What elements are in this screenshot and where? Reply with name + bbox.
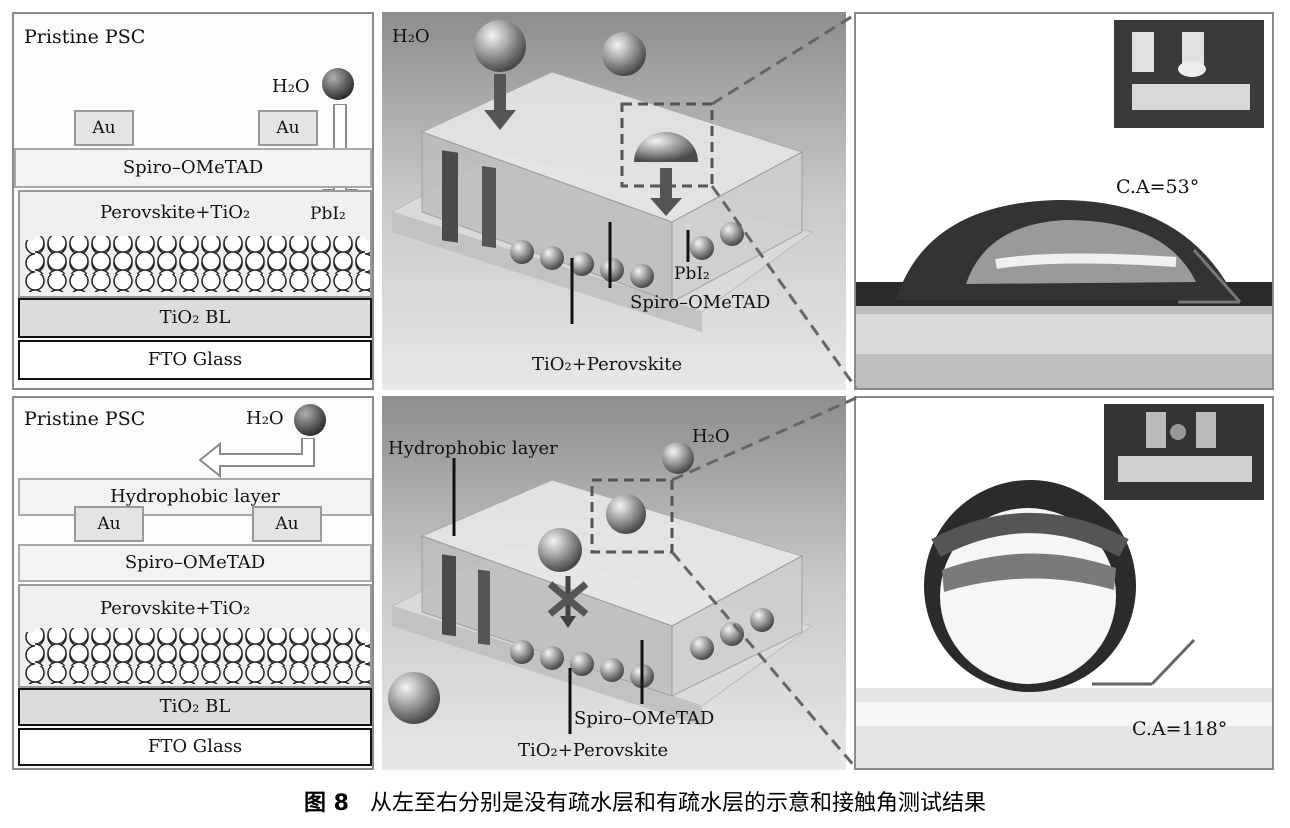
bottom-render-spiro-label: Spiro–OMeTAD [574,708,715,729]
top-fto-layer: FTO Glass [18,340,372,380]
top-pbi2-label: PbI₂ [310,204,346,224]
bottom-render-water-drop-blocked [538,528,582,572]
top-contact-angle-photo: C.A=53° [854,12,1274,390]
bottom-droplet-image [856,404,1272,768]
bottom-device-render [382,396,846,770]
top-tio2-nanoparticles [24,236,370,292]
top-render-down-arrow-2 [650,168,682,216]
top-render-tio2-perovskite-label: TiO₂+Perovskite [532,354,683,375]
top-device-render [382,12,846,390]
top-zoom-box [620,102,714,188]
top-contact-angle-label: C.A=53° [1116,176,1200,198]
bottom-tio2-nanoparticles [24,628,370,684]
top-render-water-drop-1 [474,20,526,72]
top-render-pbi2-label: PbI₂ [674,264,710,284]
bottom-spiro-layer: Spiro–OMeTAD [18,544,372,582]
bottom-water-deflect-arrow-icon [198,438,315,479]
bottom-render-tio2-perovskite-label: TiO₂+Perovskite [518,740,669,761]
bottom-tio2-bl-layer: TiO₂ BL [18,688,372,726]
top-schematic-title: Pristine PSC [24,26,146,48]
bottom-perovskite-layer: Perovskite+TiO₂ [18,584,372,688]
bottom-contact-angle-photo: C.A=118° [854,396,1274,770]
top-au-left: Au [74,110,134,146]
figure-label: 图 8 [304,791,349,816]
bottom-zoom-box [590,478,674,554]
top-spiro-layer: Spiro–OMeTAD [14,148,372,188]
top-schematic-water-label: H₂O [272,76,310,97]
bottom-schematic-panel: Pristine PSC H₂O Hydrophobic layer Au Au… [12,396,374,770]
bottom-render-water-drop-side [388,672,440,724]
bottom-fto-layer: FTO Glass [18,728,372,766]
figure-caption-text: 从左至右分别是没有疏水层和有疏水层的示意和接触角测试结果 [369,791,986,816]
figure-caption: 图 8 从左至右分别是没有疏水层和有疏水层的示意和接触角测试结果 [0,785,1290,817]
top-schematic-panel: Pristine PSC H₂O Au Au Spiro–OMeTAD Pero… [12,12,374,390]
bottom-schematic-title: Pristine PSC [24,408,146,430]
bottom-perovskite-label: Perovskite+TiO₂ [100,598,251,619]
bottom-contact-angle-label: C.A=118° [1132,718,1228,740]
bottom-au-right: Au [252,506,322,542]
top-render-water-label: H₂O [392,26,430,47]
top-render-down-arrow-1 [484,74,516,130]
bottom-render-water-drop-top [662,442,694,474]
bottom-render-hydrophobic-label: Hydrophobic layer [388,438,558,459]
top-droplet-image [856,20,1272,388]
bottom-schematic-water-label: H₂O [246,408,284,429]
bottom-device-render-panel: Hydrophobic layer H₂O Spiro–OMeTAD TiO₂+… [382,396,846,770]
top-perovskite-label: Perovskite+TiO₂ [100,202,251,223]
top-device-render-panel: H₂O PbI₂ Spiro–OMeTAD TiO₂+Perovskite [382,12,846,390]
bottom-water-droplet-icon [294,404,326,436]
top-au-right: Au [258,110,318,146]
top-render-spiro-label: Spiro–OMeTAD [630,292,771,313]
top-render-sessile-drop [634,132,698,162]
bottom-render-water-label: H₂O [692,426,730,447]
top-perovskite-layer: Perovskite+TiO₂ PbI₂ [18,190,372,298]
bottom-au-left: Au [74,506,144,542]
top-tio2-bl-layer: TiO₂ BL [18,298,372,338]
top-water-droplet-icon [322,68,354,100]
bottom-render-water-drop-zoom [606,494,646,534]
top-render-water-drop-2 [602,32,646,76]
